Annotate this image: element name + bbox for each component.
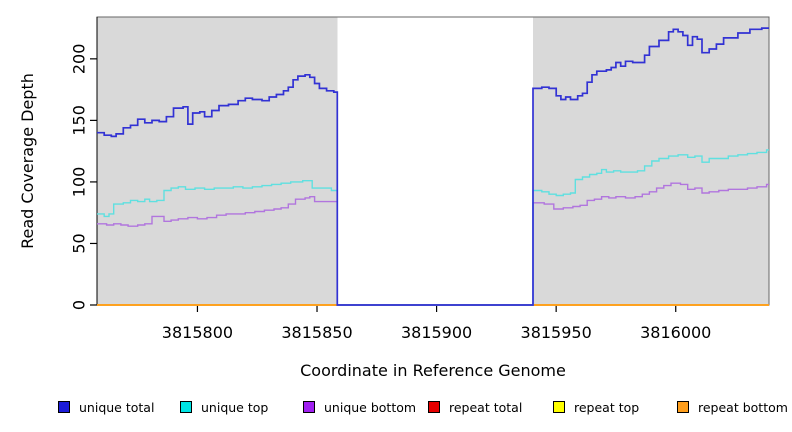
legend-label: repeat bottom — [698, 399, 788, 415]
legend-swatch-unique-top — [180, 401, 192, 413]
y-tick-label: 200 — [70, 44, 89, 75]
panel-covered-region-right — [532, 17, 769, 305]
legend-item-unique-top: unique top — [180, 399, 268, 415]
series-line-unique-total — [97, 27, 769, 306]
y-tick-label: 0 — [70, 300, 89, 310]
legend-swatch-repeat-total — [428, 401, 440, 413]
legend: unique total unique top unique bottom repea… — [0, 399, 792, 421]
x-tick-label: 3815950 — [521, 323, 592, 342]
series-line-unique-top — [97, 149, 769, 306]
panel-covered-region-left — [97, 17, 338, 305]
legend-swatch-unique-total — [58, 401, 70, 413]
legend-swatch-repeat-top — [553, 401, 565, 413]
legend-swatch-repeat-bottom — [677, 401, 689, 413]
legend-item-unique-bottom: unique bottom — [303, 399, 416, 415]
y-axis-title: Read Coverage Depth — [18, 73, 37, 249]
y-tick-label: 50 — [70, 233, 89, 253]
legend-label: repeat total — [449, 399, 523, 415]
legend-label: unique bottom — [324, 399, 417, 415]
y-tick-label: 100 — [70, 167, 89, 198]
x-axis-title: Coordinate in Reference Genome — [300, 361, 566, 380]
legend-swatch-unique-bottom — [303, 401, 315, 413]
legend-label: unique total — [79, 399, 155, 415]
y-tick-label: 150 — [70, 105, 89, 136]
legend-item-repeat-top: repeat top — [553, 399, 639, 415]
x-tick-label: 3815900 — [401, 323, 472, 342]
legend-item-unique-total: unique total — [58, 399, 154, 415]
x-tick-label: 3815850 — [281, 323, 352, 342]
legend-label: unique top — [201, 399, 269, 415]
legend-item-repeat-bottom: repeat bottom — [677, 399, 788, 415]
x-tick-label: 3816000 — [640, 323, 711, 342]
x-tick-label: 3815800 — [162, 323, 233, 342]
legend-item-repeat-total: repeat total — [428, 399, 522, 415]
legend-label: repeat top — [574, 399, 640, 415]
